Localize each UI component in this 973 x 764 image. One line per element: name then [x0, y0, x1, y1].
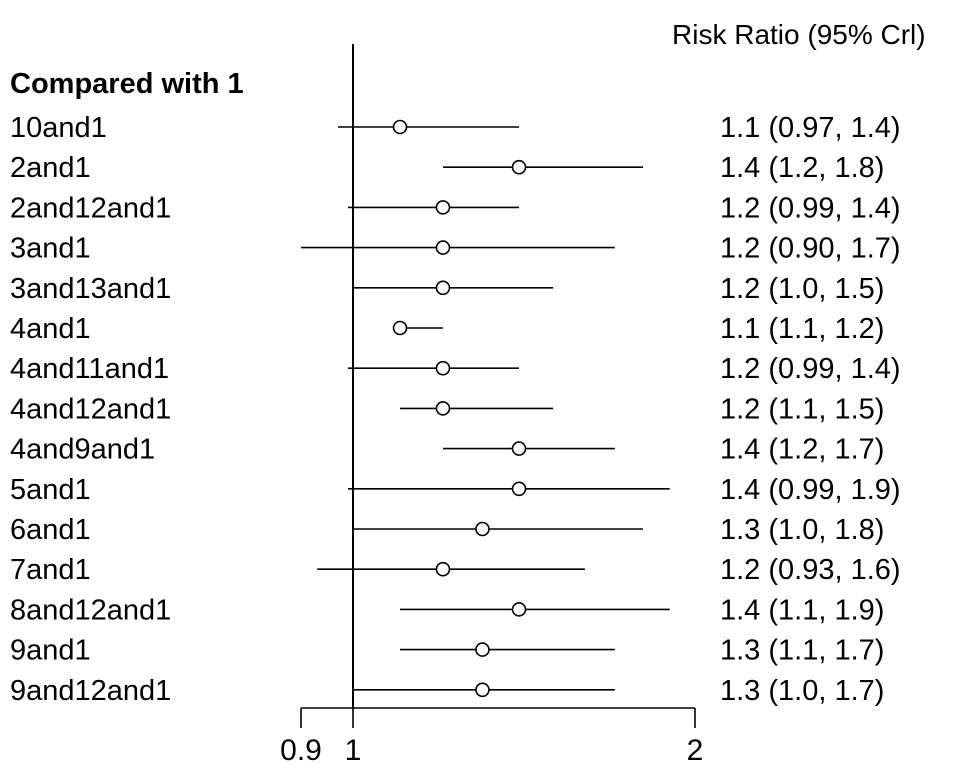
forest-row: 4and11and1 1.2 (0.99, 1.4) [10, 353, 901, 385]
row-label: 4and12and1 [10, 393, 171, 425]
group-label: Compared with 1 [10, 68, 244, 100]
estimate-text: 1.4 (1.2, 1.8) [720, 152, 884, 184]
row-label: 6and1 [10, 514, 91, 546]
estimate-text: 1.4 (0.99, 1.9) [720, 474, 901, 506]
rows-layer: 10and1 1.1 (0.97, 1.4) 2and1 1.4 (1.2, 1.8)… [10, 112, 901, 707]
forest-row: 2and1 1.4 (1.2, 1.8) [10, 152, 884, 184]
estimate-text: 1.4 (1.2, 1.7) [720, 434, 884, 466]
point-estimate [392, 119, 408, 135]
estimate-text: 1.2 (1.1, 1.5) [720, 393, 884, 425]
forest-row: 5and1 1.4 (0.99, 1.9) [10, 474, 901, 506]
estimate-text: 1.1 (0.97, 1.4) [720, 112, 901, 144]
estimate-text: 1.3 (1.0, 1.7) [720, 675, 884, 707]
estimate-text: 1.3 (1.1, 1.7) [720, 635, 884, 667]
row-label: 2and1 [10, 152, 91, 184]
forest-row: 3and1 1.2 (0.90, 1.7) [10, 233, 901, 265]
row-label: 5and1 [10, 474, 91, 506]
point-estimate [511, 159, 527, 175]
row-label: 10and1 [10, 112, 107, 144]
row-label: 8and12and1 [10, 594, 171, 626]
estimate-text: 1.2 (0.93, 1.6) [720, 554, 901, 586]
x-tick-label: 2 [687, 734, 704, 764]
estimate-text: 1.2 (1.0, 1.5) [720, 273, 884, 305]
row-label: 9and1 [10, 635, 91, 667]
forest-row: 4and12and1 1.2 (1.1, 1.5) [10, 393, 884, 425]
point-estimate [435, 401, 451, 416]
column-header: Risk Ratio (95% Crl) [672, 19, 926, 50]
row-label: 9and12and1 [10, 675, 171, 707]
row-label: 3and1 [10, 233, 91, 265]
forest-row: 7and1 1.2 (0.93, 1.6) [10, 554, 901, 586]
row-label: 2and12and1 [10, 192, 171, 224]
estimate-text: 1.2 (0.99, 1.4) [720, 353, 901, 385]
forest-row: 9and12and1 1.3 (1.0, 1.7) [10, 675, 884, 707]
point-estimate [475, 642, 490, 657]
point-estimate [435, 561, 451, 577]
row-label: 4and11and1 [10, 353, 169, 385]
forest-row: 8and12and1 1.4 (1.1, 1.9) [10, 594, 884, 626]
forest-row: 10and1 1.1 (0.97, 1.4) [10, 112, 901, 144]
forest-row: 4and1 1.1 (1.1, 1.2) [10, 313, 884, 345]
point-estimate [435, 200, 451, 215]
estimate-text: 1.2 (0.90, 1.7) [720, 233, 901, 265]
estimate-text: 1.2 (0.99, 1.4) [720, 192, 901, 224]
x-tick-label: 0.9 [280, 734, 322, 764]
forest-row: 6and1 1.3 (1.0, 1.8) [10, 514, 884, 546]
forest-row: 3and13and1 1.2 (1.0, 1.5) [10, 273, 884, 305]
point-estimate [435, 360, 451, 376]
forest-row: 4and9and1 1.4 (1.2, 1.7) [10, 434, 884, 466]
point-estimate [511, 441, 527, 456]
point-estimate [475, 682, 490, 698]
point-estimate [511, 481, 527, 497]
row-label: 3and13and1 [10, 273, 171, 305]
row-label: 4and9and1 [10, 434, 155, 466]
point-estimate [435, 280, 451, 296]
estimate-text: 1.3 (1.0, 1.8) [720, 514, 884, 546]
estimate-text: 1.1 (1.1, 1.2) [720, 313, 884, 345]
forest-row: 9and1 1.3 (1.1, 1.7) [10, 635, 884, 667]
x-axis: 0.9 1 2 [280, 707, 704, 764]
row-label: 4and1 [10, 313, 91, 345]
point-estimate [435, 240, 451, 255]
estimate-text: 1.4 (1.1, 1.9) [720, 594, 884, 626]
row-label: 7and1 [10, 554, 91, 586]
point-estimate [475, 521, 490, 537]
point-estimate [392, 320, 408, 336]
x-tick-label: 1 [345, 734, 362, 764]
forest-row: 2and12and1 1.2 (0.99, 1.4) [10, 192, 901, 224]
point-estimate [511, 602, 527, 617]
